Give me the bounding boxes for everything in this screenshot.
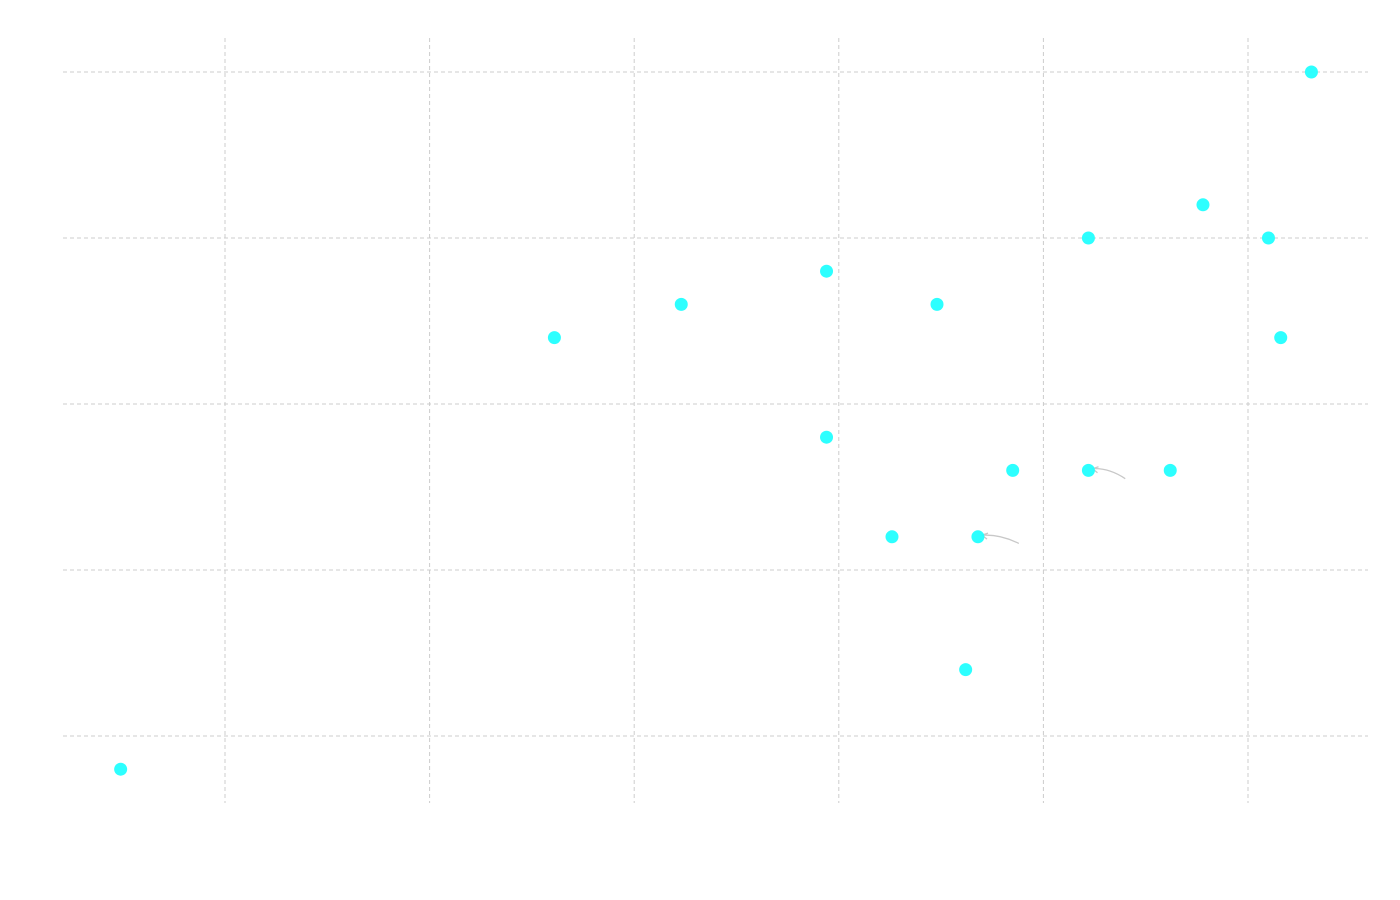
grid [63,38,1368,803]
data-points [114,65,1318,776]
data-point [1081,463,1095,477]
data-point [820,264,834,278]
data-point [1006,463,1020,477]
data-point [1196,198,1210,212]
data-point [1304,65,1318,79]
data-point [959,663,973,677]
annotation-arrow [981,534,1020,545]
data-point [1261,231,1275,245]
data-point [885,530,899,544]
data-point [547,331,561,345]
annotations [980,466,1126,545]
data-point [930,297,944,311]
data-point [820,430,834,444]
data-point [1274,331,1288,345]
data-point [971,530,985,544]
data-point [674,297,688,311]
data-point [1081,231,1095,245]
annotation-arrow [1092,468,1126,480]
data-point [114,762,128,776]
data-point [1163,463,1177,477]
